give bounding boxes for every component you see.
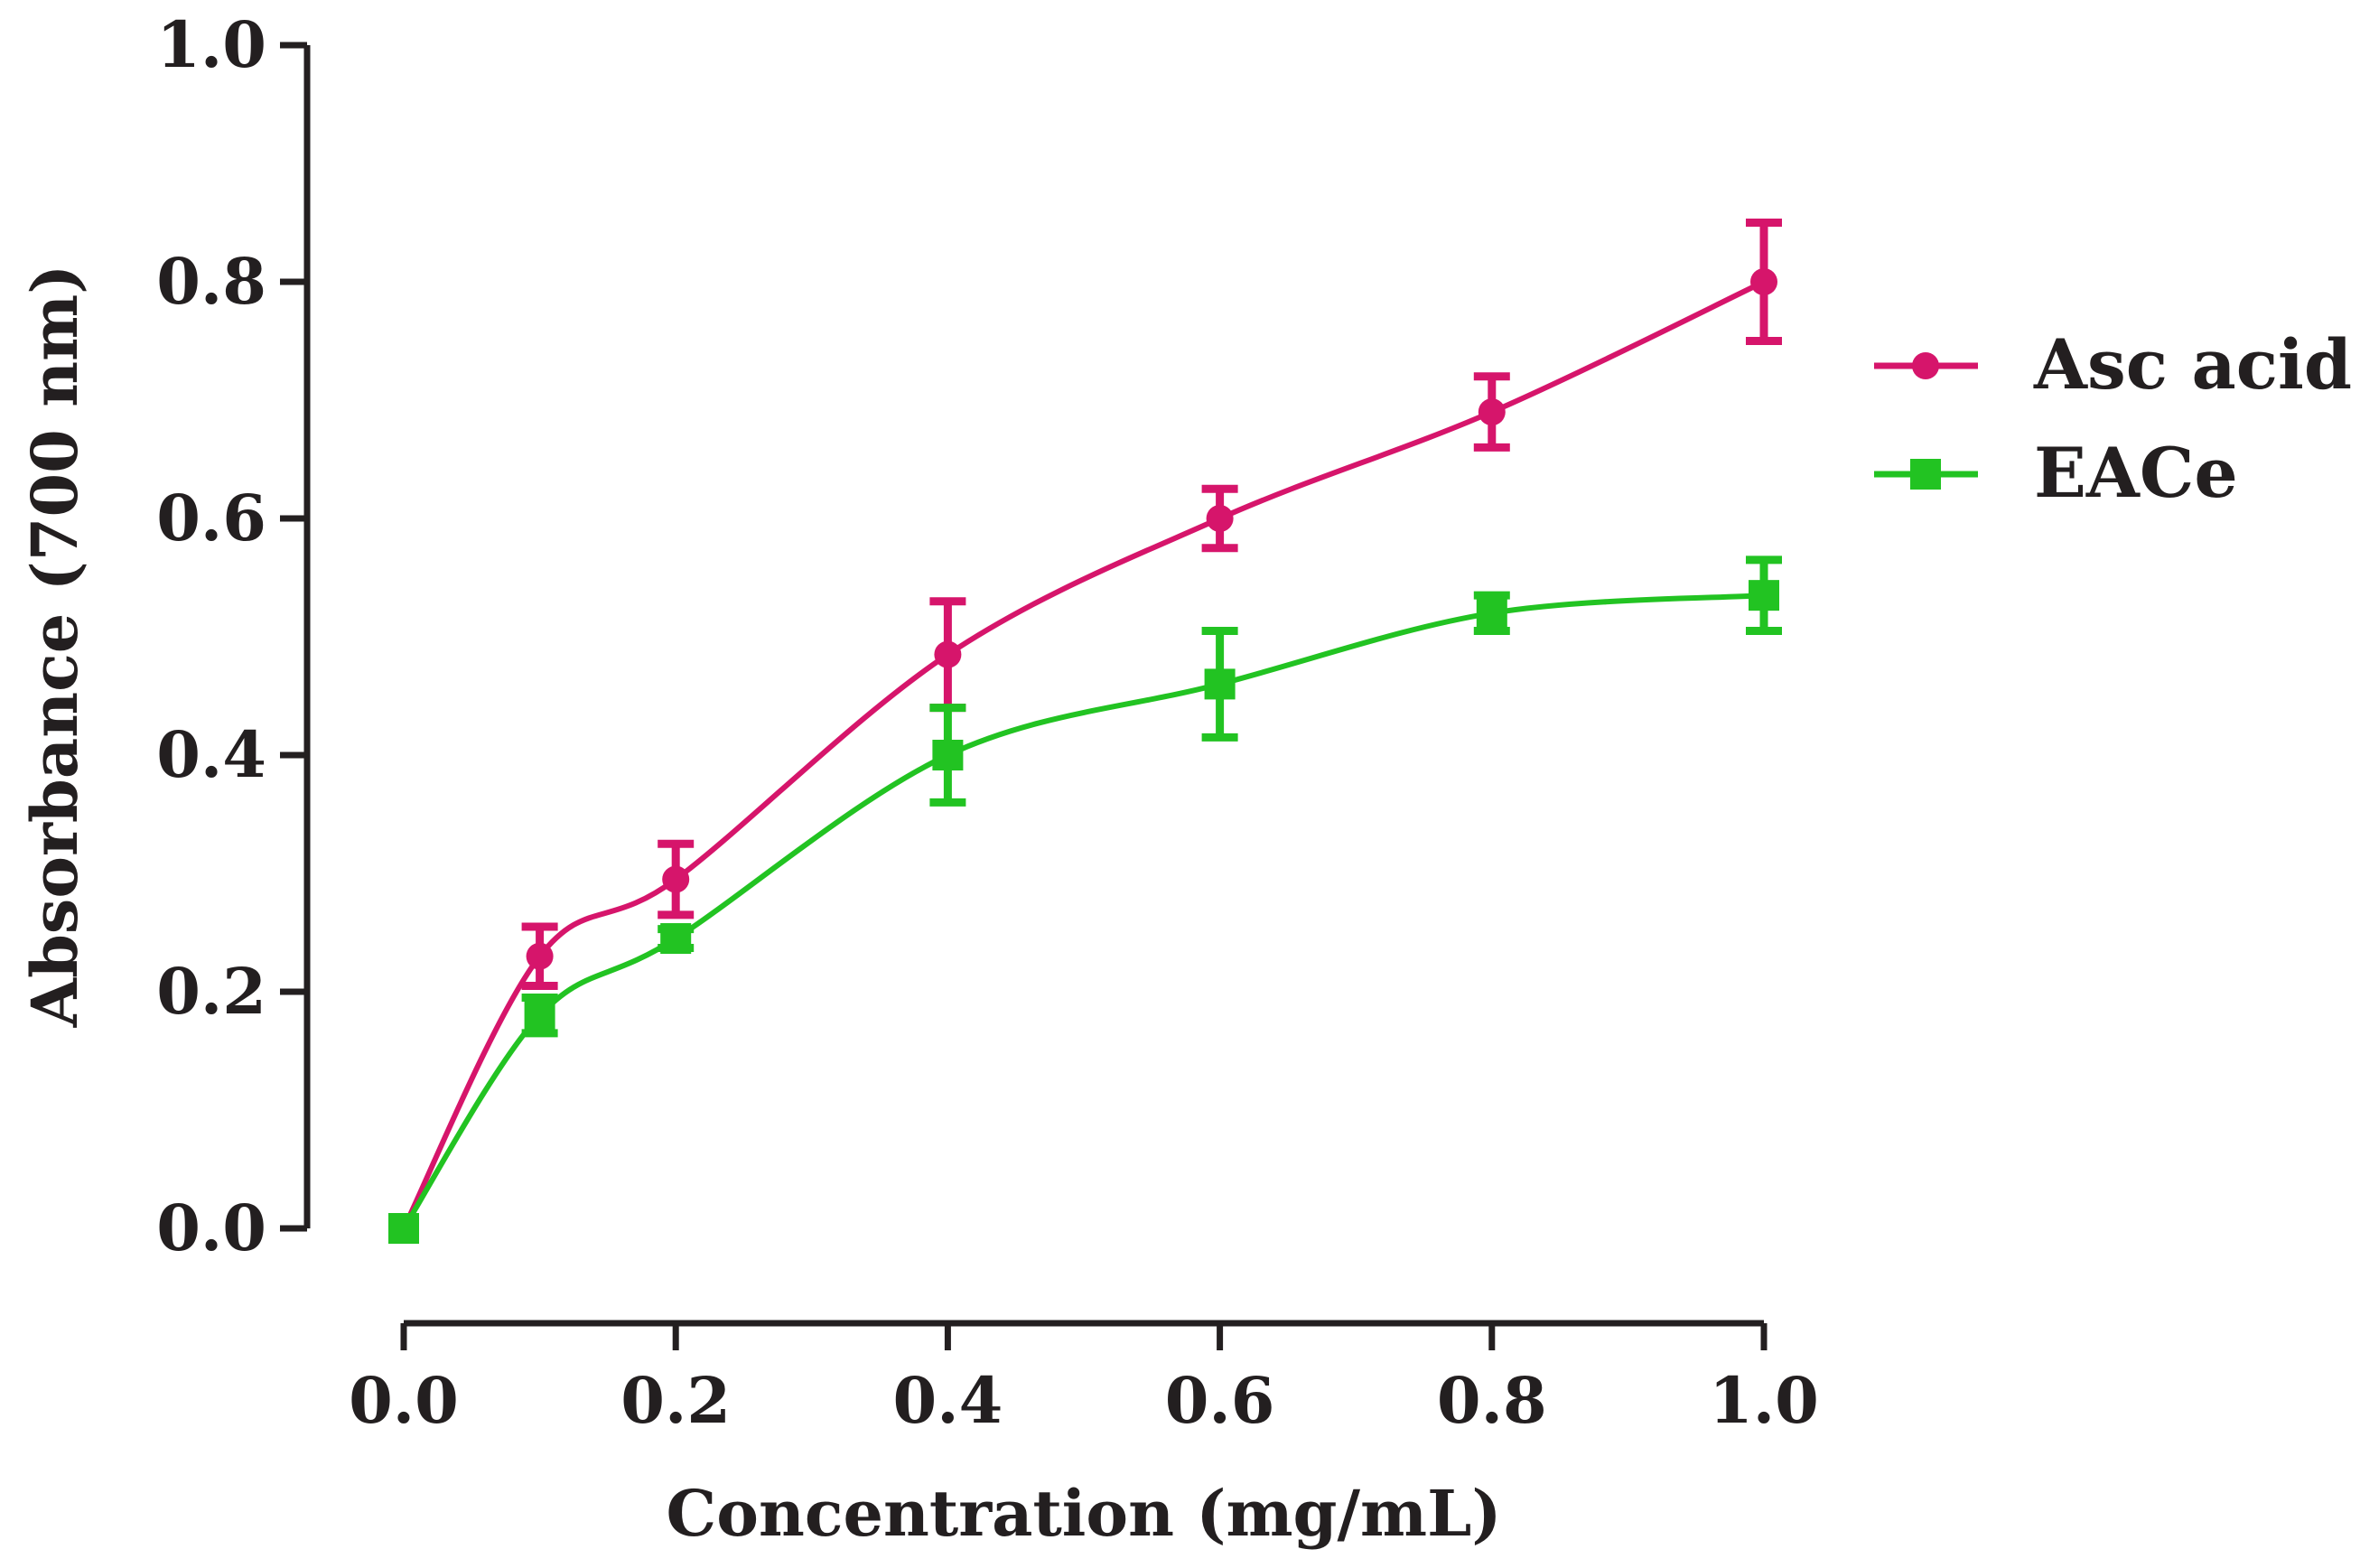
x-tick-label: 0.6 [1165, 1363, 1275, 1438]
data-point [388, 1213, 419, 1244]
y-tick-label: 0.8 [156, 244, 266, 319]
legend: Asc acid EACe [1874, 324, 2352, 513]
legend-item-0: Asc acid [1874, 324, 2352, 405]
x-tick-label: 0.2 [620, 1363, 731, 1438]
data-point [1478, 398, 1506, 426]
legend-item-1: EACe [1874, 433, 2238, 513]
data-point [662, 865, 690, 893]
legend-label: Asc acid [2033, 324, 2352, 405]
legend-label: EACe [2034, 433, 2238, 513]
x-axis-title: Concentration (mg/mL) [667, 1476, 1502, 1551]
y-axis-title: Absorbance (700 nm) [17, 265, 92, 1029]
data-point [1204, 668, 1236, 700]
y-tick-label: 0.0 [156, 1190, 266, 1265]
data-point [1206, 505, 1234, 532]
x-tick-label: 1.0 [1709, 1363, 1819, 1438]
axes: 0.0 0.2 0.4 0.6 0.8 1.0 0.0 0.2 0.4 0.6 0.8 1.0 [156, 7, 1819, 1438]
legend-marker [1910, 459, 1941, 490]
y-tick-label: 1.0 [156, 7, 266, 82]
x-tick-label: 0.0 [349, 1363, 459, 1438]
legend-marker [1912, 352, 1939, 379]
series-line [401, 279, 1766, 1230]
y-tick-label: 0.2 [156, 954, 266, 1029]
x-tick-label: 0.8 [1437, 1363, 1547, 1438]
data-point [1749, 580, 1779, 611]
data-point [660, 923, 692, 955]
y-tick-label: 0.6 [156, 481, 266, 555]
data-point [524, 1000, 555, 1031]
series-layer [388, 219, 1782, 1244]
series-0 [390, 219, 1782, 1242]
data-point [934, 640, 962, 668]
series-1 [388, 555, 1782, 1244]
data-point [1476, 597, 1507, 629]
x-tick-label: 0.4 [893, 1363, 1003, 1438]
data-point [526, 942, 554, 970]
data-point [1750, 268, 1777, 295]
y-tick-label: 0.4 [156, 717, 266, 792]
data-point [932, 740, 964, 770]
